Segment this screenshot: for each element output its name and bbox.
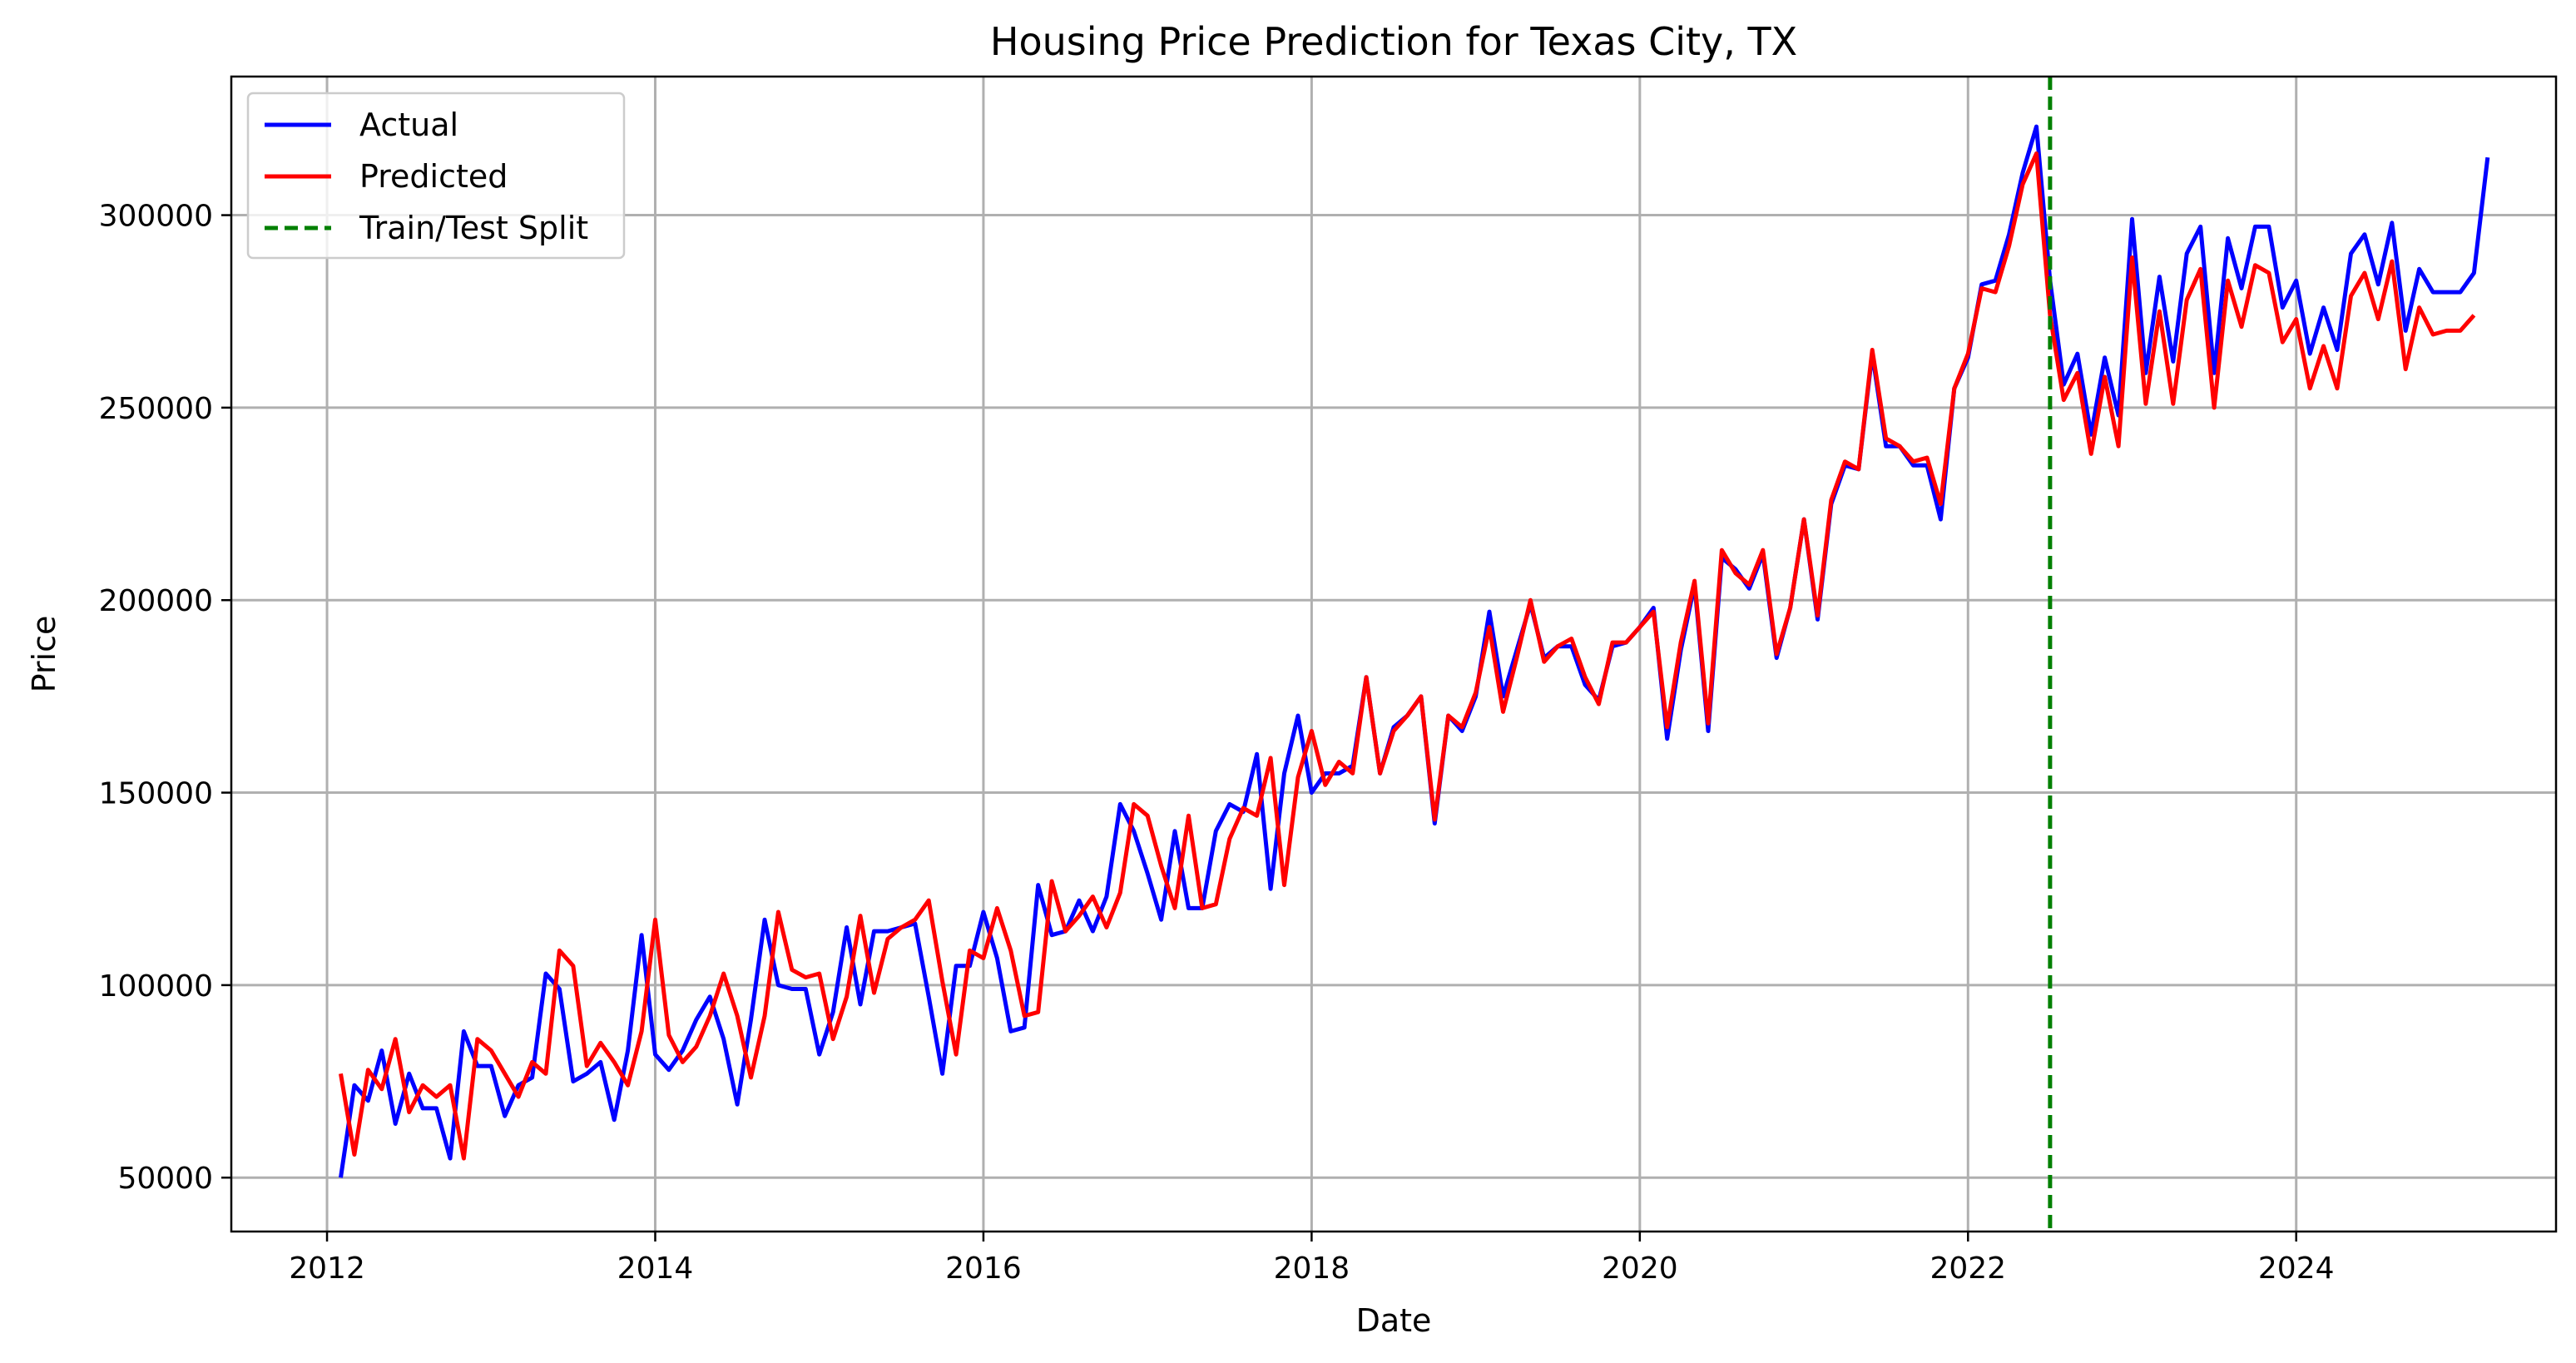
x-tick-label: 2024 xyxy=(2258,1251,2335,1286)
y-tick-label: 250000 xyxy=(99,392,213,426)
legend-label-actual: Actual xyxy=(359,107,458,143)
y-tick-label: 200000 xyxy=(99,584,213,618)
grid-lines xyxy=(231,77,2556,1232)
x-tick-label: 2012 xyxy=(289,1251,365,1286)
y-tick-label: 150000 xyxy=(99,777,213,811)
x-tick-label: 2018 xyxy=(1274,1251,1350,1286)
x-axis-ticks: 2012 2014 2016 2018 2020 2022 2024 xyxy=(289,1232,2335,1286)
legend: Actual Predicted Train/Test Split xyxy=(246,92,626,260)
chart-title: Housing Price Prediction for Texas City,… xyxy=(990,19,1797,64)
series-layer xyxy=(339,77,2490,1232)
x-tick-label: 2014 xyxy=(617,1251,694,1286)
y-axis-ticks: 50000 100000 150000 200000 250000 300000 xyxy=(99,200,231,1196)
x-tick-label: 2016 xyxy=(945,1251,1022,1286)
plot-area-frame xyxy=(230,75,2558,1233)
series-line-predicted xyxy=(339,151,2476,1161)
y-axis-label: Price xyxy=(26,616,62,693)
x-tick-label: 2022 xyxy=(1930,1251,2006,1286)
legend-label-split: Train/Test Split xyxy=(359,210,588,246)
legend-box xyxy=(246,92,626,260)
x-axis-label: Date xyxy=(1356,1302,1432,1339)
x-tick-label: 2020 xyxy=(1602,1251,1678,1286)
legend-label-predicted: Predicted xyxy=(359,158,508,195)
y-tick-label: 50000 xyxy=(117,1162,213,1196)
y-tick-label: 100000 xyxy=(99,969,213,1004)
y-tick-label: 300000 xyxy=(99,200,213,234)
